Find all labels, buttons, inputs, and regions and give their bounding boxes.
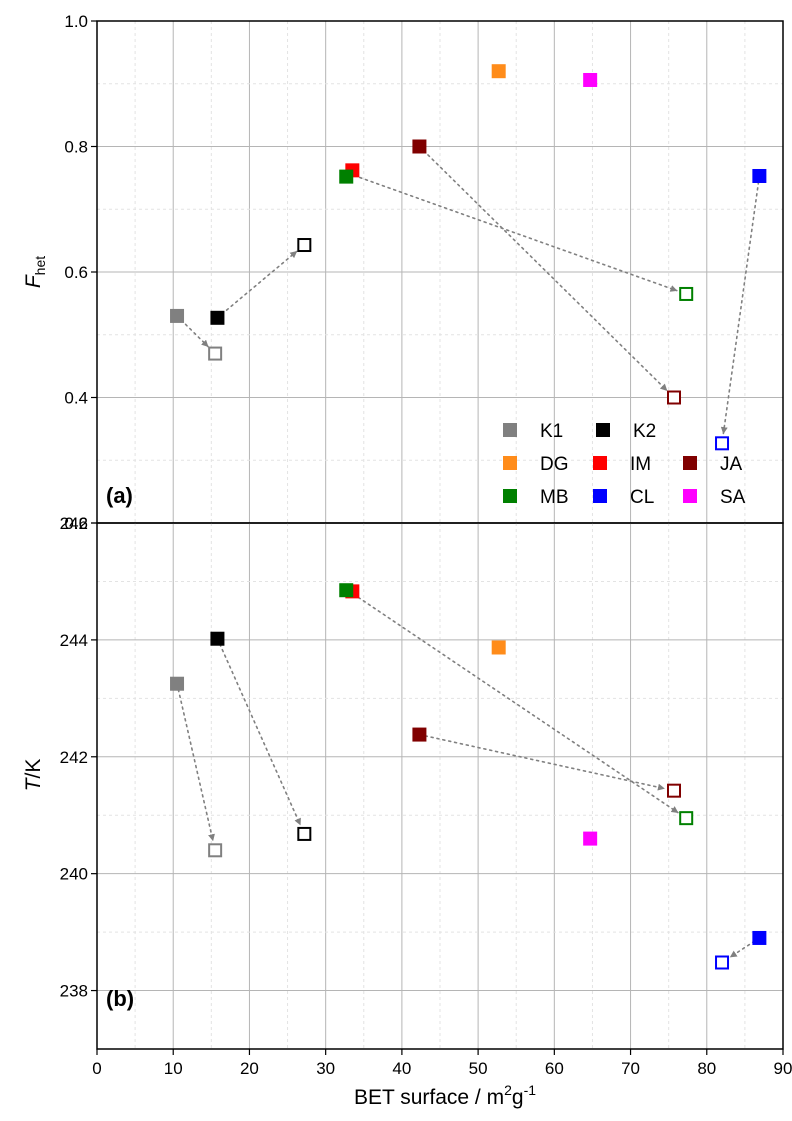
y-tick-label: 0.6 <box>64 263 88 282</box>
y-tick-label: 246 <box>60 514 88 533</box>
panel-a-y-ticks: 0.2 0.4 0.6 0.8 1.0 <box>64 12 97 533</box>
y-tick-label: 0.2 <box>64 514 88 533</box>
legend-label-k1: K1 <box>540 421 563 442</box>
y-tick-label: 0.4 <box>64 389 88 408</box>
legend-label-im: IM <box>630 454 651 475</box>
x-tick-label: 80 <box>697 1059 716 1078</box>
y-tick-label: 242 <box>60 748 88 767</box>
legend-label-mb: MB <box>540 487 569 508</box>
marker-ja-open <box>667 390 682 405</box>
legend-swatch-im <box>593 456 607 470</box>
panel-a-grid <box>97 21 783 523</box>
legend-label-cl: CL <box>630 487 654 508</box>
legend-swatch-k1 <box>503 423 517 437</box>
legend: K1 K2 DG IM JA MB CL SA <box>503 421 746 508</box>
trend-arrow <box>418 145 668 392</box>
x-tick-label: 60 <box>545 1059 564 1078</box>
x-tick-label: 40 <box>392 1059 411 1078</box>
y-tick-label: 0.8 <box>64 138 88 157</box>
y-tick-label: 1.0 <box>64 12 88 31</box>
marker-dg-filled <box>491 640 506 655</box>
trend-arrow <box>418 733 666 791</box>
marker-k2-open <box>297 238 312 253</box>
x-title-mid: g <box>512 1086 524 1109</box>
marker-k1-open <box>208 843 223 858</box>
legend-label-k2: K2 <box>633 421 656 442</box>
marker-cl-open <box>715 436 730 451</box>
x-tick-label: 90 <box>774 1059 792 1078</box>
x-tick-label: 50 <box>469 1059 488 1078</box>
legend-label-dg: DG <box>540 454 569 475</box>
marker-k1-filled <box>170 308 185 323</box>
y-tick-label: 238 <box>60 982 88 1001</box>
legend-label-ja: JA <box>720 454 743 475</box>
x-title-sup1: 2 <box>504 1082 512 1098</box>
panel-b-markers <box>170 583 767 970</box>
marker-ja-open <box>667 783 682 798</box>
panel-a-arrows <box>176 145 761 435</box>
legend-swatch-dg <box>503 456 517 470</box>
panel-b-y-title-main: T <box>22 776 45 791</box>
marker-sa-filled <box>583 831 598 846</box>
x-tick-label: 20 <box>240 1059 259 1078</box>
marker-cl-open <box>715 955 730 970</box>
panel-a: 0.2 0.4 0.6 0.8 1.0 (a) Fhet K1 K2 DG IM JA MB CL S… <box>22 12 784 533</box>
panel-b-grid <box>97 523 783 1049</box>
marker-mb-open <box>679 811 694 826</box>
legend-swatch-cl <box>593 489 607 503</box>
marker-mb-filled <box>339 583 354 598</box>
marker-k2-open <box>297 826 312 841</box>
marker-cl-filled <box>752 930 767 945</box>
panel-b-y-axis-title: T/K <box>22 759 45 792</box>
trend-arrow <box>216 637 302 826</box>
panel-b-frame <box>96 522 784 1050</box>
panel-a-y-title-main: F <box>22 274 45 288</box>
marker-ja-filled <box>412 139 427 154</box>
x-axis-title: BET surface / m2g-1 <box>354 1082 536 1109</box>
x-tick-label: 0 <box>92 1059 101 1078</box>
x-tick-label: 10 <box>164 1059 183 1078</box>
marker-dg-filled <box>491 64 506 79</box>
marker-sa-filled <box>583 72 598 87</box>
marker-k1-open <box>208 346 223 361</box>
legend-swatch-ja <box>683 456 697 470</box>
marker-cl-filled <box>752 168 767 183</box>
marker-mb-filled <box>339 169 354 184</box>
marker-k2-filled <box>210 310 225 325</box>
panel-a-y-title-sub: het <box>32 256 48 276</box>
panel-a-label: (a) <box>106 483 133 508</box>
x-ticks: 0 10 20 30 40 50 60 70 80 90 <box>92 1049 792 1078</box>
panel-b-y-ticks: 238 240 242 244 246 <box>60 514 97 1001</box>
trend-arrow <box>720 175 761 435</box>
y-tick-label: 244 <box>60 631 88 650</box>
trend-arrow <box>216 250 298 319</box>
legend-label-sa: SA <box>720 487 746 508</box>
legend-swatch-k2 <box>596 423 610 437</box>
legend-swatch-sa <box>683 489 697 503</box>
x-tick-label: 70 <box>621 1059 640 1078</box>
marker-ja-filled <box>412 727 427 742</box>
marker-mb-open <box>679 286 694 301</box>
panel-b-y-title-rest: /K <box>22 759 45 779</box>
panel-b-arrows <box>176 589 761 958</box>
panel-b-label: (b) <box>106 986 134 1011</box>
trend-arrow <box>347 172 678 292</box>
marker-k1-filled <box>170 676 185 691</box>
x-tick-label: 30 <box>316 1059 335 1078</box>
marker-k2-filled <box>210 631 225 646</box>
trend-arrow <box>347 589 679 814</box>
trend-arrow <box>176 682 215 842</box>
legend-swatch-mb <box>503 489 517 503</box>
x-title-main: BET surface / m <box>354 1086 504 1109</box>
panel-a-y-axis-title: Fhet <box>22 256 48 288</box>
y-tick-label: 240 <box>60 865 88 884</box>
x-title-sup2: -1 <box>524 1082 537 1098</box>
panel-a-markers <box>170 64 767 451</box>
